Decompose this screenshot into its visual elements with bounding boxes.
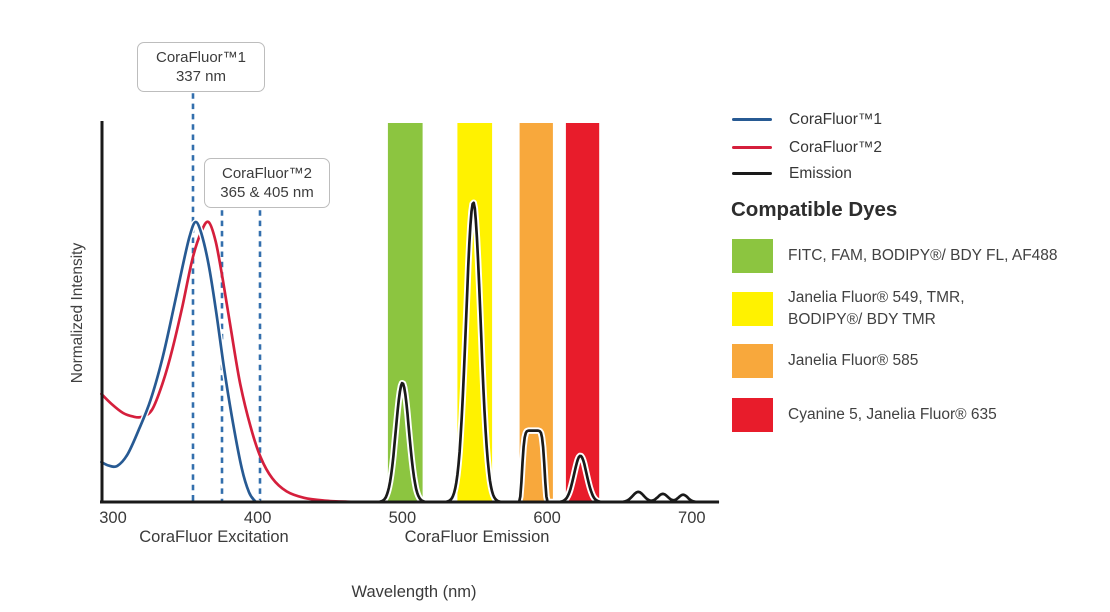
x-tick-label: 500 bbox=[388, 509, 417, 527]
legend-label: CoraFluor™2 bbox=[789, 138, 883, 156]
dye-row-yellow: Janelia Fluor® 549, TMR, BODIPY®/ BDY TM… bbox=[732, 289, 965, 328]
x-tick-label: 400 bbox=[243, 509, 272, 527]
dye-swatch-yellow bbox=[732, 292, 773, 326]
dye-label-line: Janelia Fluor® 585 bbox=[788, 352, 919, 369]
dye-swatch-orange bbox=[732, 344, 773, 378]
legend-label: CoraFluor™1 bbox=[789, 110, 883, 128]
annotation-corafluor2: CoraFluor™2 365 & 405 nm bbox=[204, 158, 330, 208]
dye-row-green: FITC, FAM, BODIPY®/ BDY FL, AF488 bbox=[732, 239, 1058, 273]
dye-label-line: Cyanine 5, Janelia Fluor® 635 bbox=[788, 406, 997, 423]
annotation-corafluor1-title: CoraFluor™1 bbox=[155, 49, 247, 66]
dye-label-line: Janelia Fluor® 549, TMR, bbox=[788, 289, 965, 306]
annotation-corafluor2-title: CoraFluor™2 bbox=[221, 165, 313, 182]
legend-label: Emission bbox=[789, 164, 852, 182]
dye-band-3 bbox=[565, 123, 600, 502]
x-tick-label: 700 bbox=[678, 509, 706, 527]
legend-line-swatch-black bbox=[732, 171, 772, 176]
emission-curve bbox=[351, 201, 720, 504]
legend-item-emission: Emission bbox=[732, 165, 852, 182]
legend-item-corafluor2: CoraFluor™2 bbox=[732, 139, 882, 156]
annotation-corafluor1-wavelength: 337 nm bbox=[175, 68, 227, 85]
excitation-curve-corafluor2 bbox=[100, 220, 368, 504]
dye-label-line: FITC, FAM, BODIPY®/ BDY FL, AF488 bbox=[788, 247, 1058, 264]
y-axis-label: Normalized Intensity bbox=[69, 242, 86, 384]
dye-row-red: Cyanine 5, Janelia Fluor® 635 bbox=[732, 398, 997, 432]
legend-line-swatch-blue bbox=[732, 117, 772, 122]
x-region-label-emission: CoraFluor Emission bbox=[404, 528, 550, 546]
dye-row-orange: Janelia Fluor® 585 bbox=[732, 344, 918, 378]
legend-item-corafluor1: CoraFluor™1 bbox=[732, 111, 882, 128]
dye-swatch-red bbox=[732, 398, 773, 432]
x-tick-label: 600 bbox=[533, 509, 561, 527]
legend-line-swatch-red bbox=[732, 145, 772, 150]
annotation-corafluor2-wavelength: 365 & 405 nm bbox=[220, 184, 314, 201]
excitation-curve-corafluor1 bbox=[100, 220, 260, 504]
x-axis-label: Wavelength (nm) bbox=[351, 583, 477, 601]
x-tick-label: 300 bbox=[99, 509, 127, 527]
x-region-label-excitation: CoraFluor Excitation bbox=[139, 528, 289, 546]
annotation-corafluor1: CoraFluor™1 337 nm bbox=[137, 42, 265, 92]
dye-swatch-green bbox=[732, 239, 773, 273]
dye-label-line: BODIPY®/ BDY TMR bbox=[788, 311, 936, 328]
compatible-dyes-heading: Compatible Dyes bbox=[731, 198, 898, 221]
